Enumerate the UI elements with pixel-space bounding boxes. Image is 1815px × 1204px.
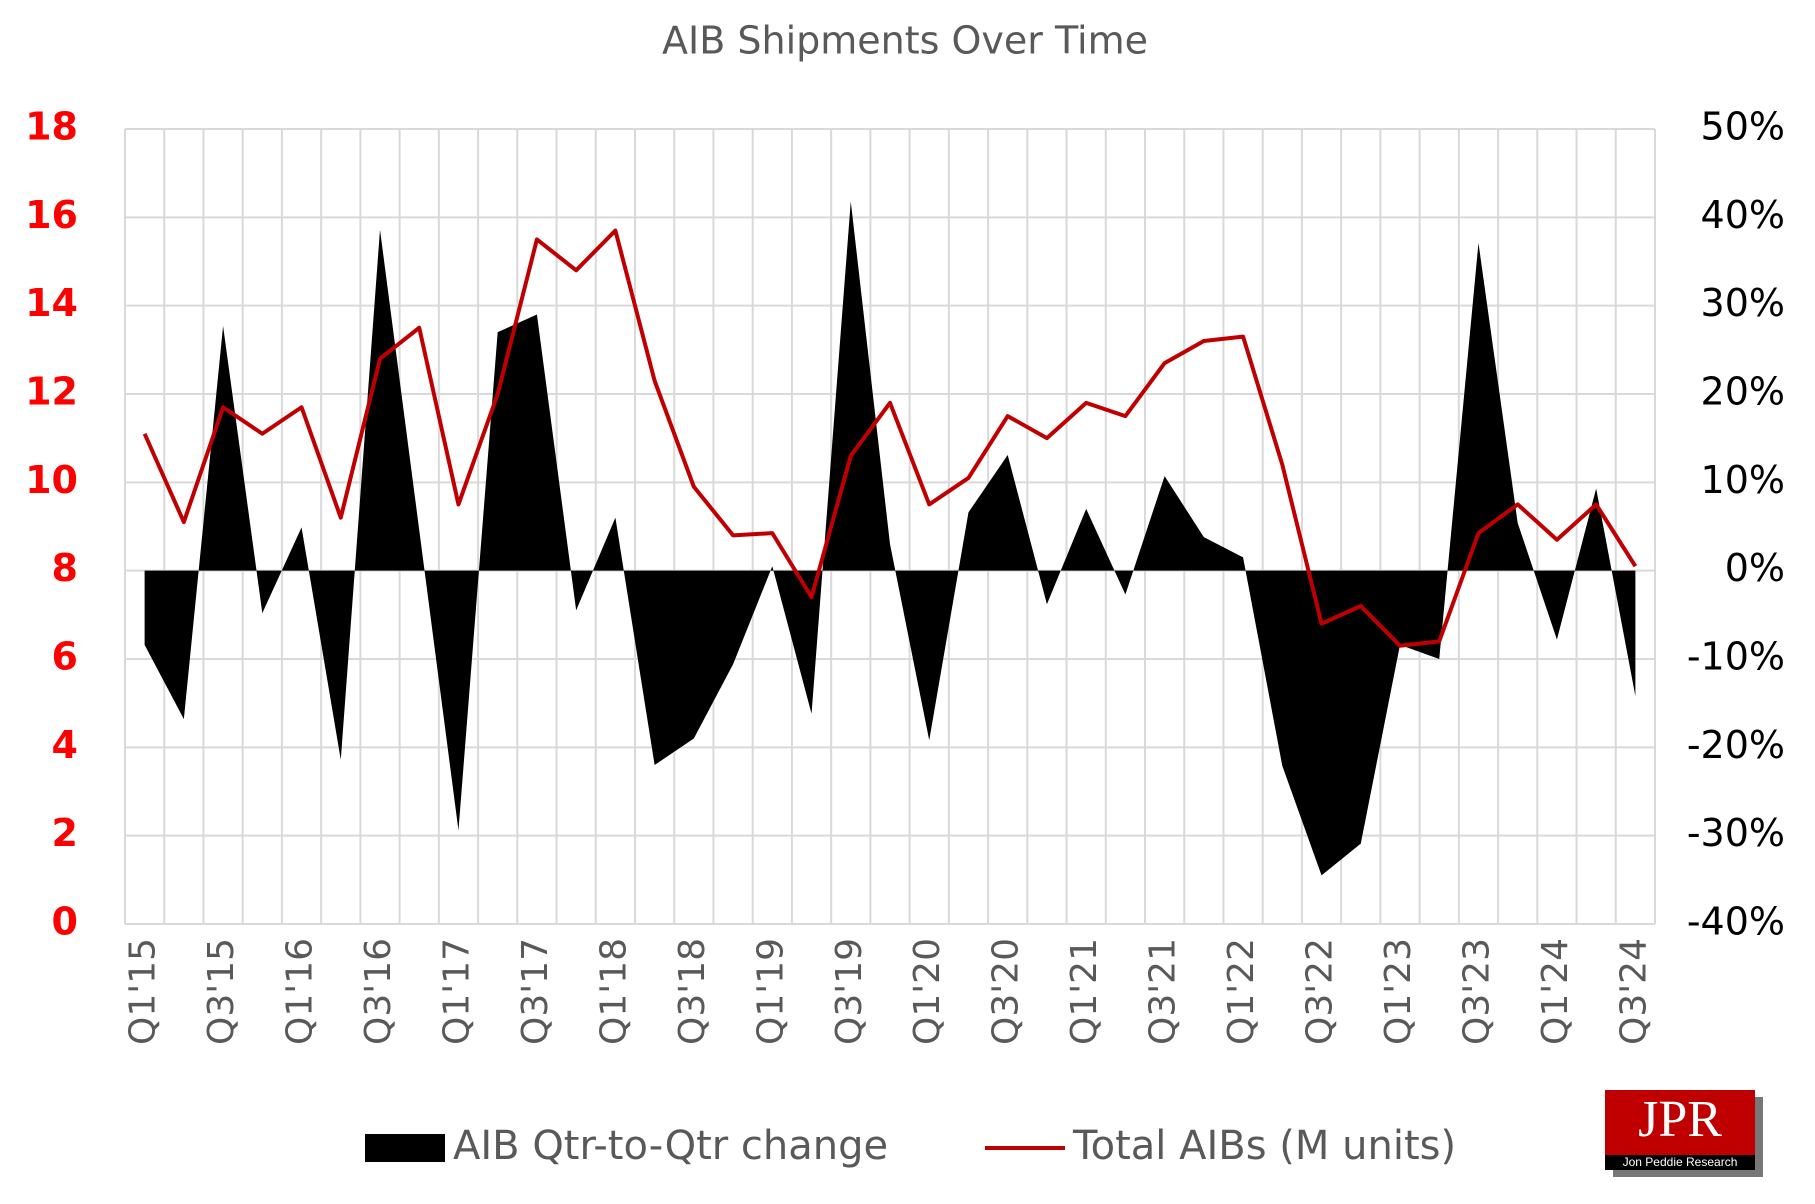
x-tick-label: Q3'23 [1456, 938, 1497, 1045]
logo-text: JPR [1638, 1091, 1722, 1148]
x-tick-label: Q3'21 [1143, 938, 1184, 1045]
x-tick-label: Q1'23 [1378, 938, 1419, 1045]
logo: JPR Jon Peddie Research [1605, 1090, 1763, 1177]
x-tick-label: Q3'22 [1300, 938, 1341, 1045]
x-tick-label: Q3'17 [515, 938, 556, 1045]
y-tick-label: 12 [25, 370, 78, 414]
logo-band [1605, 1155, 1755, 1170]
y2-tick-label: 20% [1701, 370, 1785, 414]
x-tick-label: Q1'24 [1535, 938, 1576, 1045]
y-tick-label: 2 [52, 811, 78, 855]
y-tick-label: 14 [25, 281, 78, 325]
y2-tick-label: 0% [1725, 546, 1785, 590]
y-tick-label: 8 [52, 546, 78, 590]
legend-label: Total AIBs (M units) [1072, 1123, 1456, 1169]
y-tick-label: 0 [52, 900, 78, 944]
x-tick-label: Q1'19 [750, 938, 791, 1045]
y2-tick-label: 30% [1701, 281, 1785, 325]
y2-tick-label: 10% [1701, 458, 1785, 502]
y-tick-label: 18 [25, 105, 78, 149]
y2-tick-label: -30% [1687, 811, 1785, 855]
y-tick-label: 4 [52, 723, 78, 767]
x-tick-label: Q3'24 [1613, 938, 1654, 1045]
x-tick-label: Q3'18 [672, 938, 713, 1045]
x-tick-label: Q3'15 [201, 938, 242, 1045]
x-tick-label: Q1'15 [123, 938, 164, 1045]
x-tick-label: Q1'22 [1221, 938, 1262, 1045]
x-tick-label: Q3'16 [358, 938, 399, 1045]
legend-swatch [365, 1134, 445, 1162]
x-tick-label: Q1'16 [280, 938, 321, 1045]
line [142, 228, 1638, 648]
y2-tick-label: -10% [1687, 635, 1785, 679]
x-tick-label: Q1'18 [593, 938, 634, 1045]
chart-title: AIB Shipments Over Time [662, 19, 1148, 63]
y-tick-label: 6 [52, 635, 78, 679]
x-tick-label: Q1'21 [1064, 938, 1105, 1045]
y2-tick-label: 50% [1701, 105, 1785, 149]
logo-subtitle: Jon Peddie Research [1623, 1155, 1738, 1169]
x-tick-label: Q3'19 [829, 938, 870, 1045]
area [144, 201, 1636, 876]
x-tick-label: Q1'20 [907, 938, 948, 1045]
x-tick-label: Q1'17 [436, 938, 477, 1045]
y-tick-label: 16 [25, 193, 78, 237]
legend: AIB Qtr-to-Qtr change Total AIBs (M units… [365, 1123, 1456, 1169]
grid [124, 128, 1656, 925]
y2-tick-label: -40% [1687, 900, 1785, 944]
y2-tick-label: -20% [1687, 723, 1785, 767]
y-tick-label: 10 [25, 458, 78, 502]
y2-tick-label: 40% [1701, 193, 1785, 237]
legend-label: AIB Qtr-to-Qtr change [453, 1123, 888, 1169]
x-tick-label: Q3'20 [986, 938, 1027, 1045]
